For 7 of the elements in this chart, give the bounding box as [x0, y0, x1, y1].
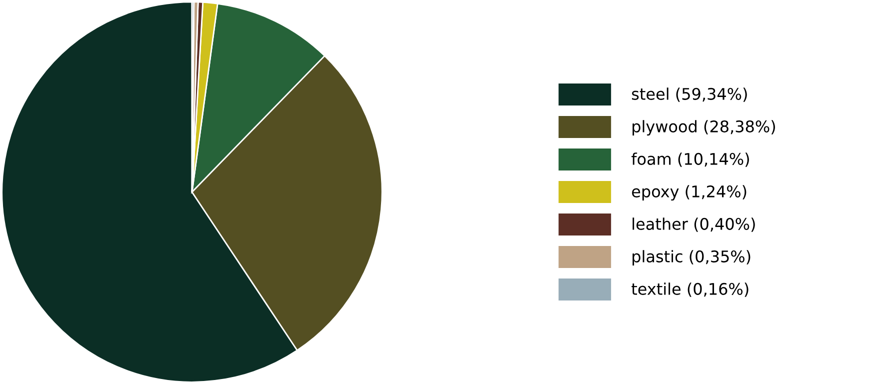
- legend-label: plastic (0,35%): [632, 250, 750, 266]
- legend-label: foam (10,14%): [632, 152, 749, 167]
- legend-label: textile (0,16%): [632, 282, 748, 297]
- legend-label: plywood (28,38%): [632, 120, 775, 136]
- legend-label: steel (59,34%): [632, 88, 747, 102]
- legend-label: leather (0,40%): [632, 218, 755, 232]
- legend-label: epoxy (1,24%): [632, 185, 746, 201]
